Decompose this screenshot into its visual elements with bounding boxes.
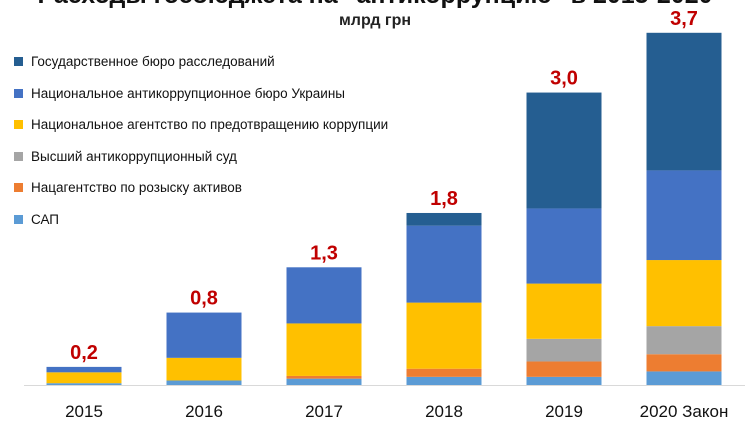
legend-item-nabu: Национальное антикоррупционное бюро Укра…	[14, 78, 388, 110]
bar-segment-2016-s4	[166, 312, 242, 358]
bar-segment-2017-s4	[286, 267, 362, 324]
bar-segment-2020-закон-s3	[646, 260, 722, 327]
bar-segment-2020-закон-s2	[646, 326, 722, 355]
bar-segment-2018-s5	[406, 212, 482, 226]
chart-title: Расходы госбюджета на "антикоррупцию" в …	[0, 0, 750, 10]
legend-swatch-sap	[14, 214, 23, 224]
chart-legend: Государственное бюро расследований Нацио…	[14, 46, 388, 235]
bar-segment-2019-s2	[526, 338, 602, 362]
x-tick-label-2020-закон: 2020 Закон	[640, 402, 729, 421]
bar-segment-2020-закон-s4	[646, 170, 722, 261]
bar-segment-2017-s3	[286, 323, 362, 376]
total-label-2015: 0,2	[70, 342, 98, 364]
bar-segment-2019-s0	[526, 376, 602, 385]
legend-item-arma: Нацагентство по розыску активов	[14, 172, 388, 204]
bar-segment-2016-s0	[166, 380, 242, 385]
bar-segment-2020-закон-s5	[646, 32, 722, 171]
legend-swatch-gbr	[14, 57, 23, 67]
bar-segment-2018-s4	[406, 225, 482, 303]
bar-segment-2019-s3	[526, 283, 602, 339]
legend-swatch-vaks	[14, 151, 23, 161]
legend-swatch-arma	[14, 183, 23, 193]
bar-segment-2015-s4	[46, 366, 122, 373]
x-tick-label-2018: 2018	[425, 402, 463, 421]
bar-segment-2018-s0	[406, 376, 482, 385]
bar-segment-2015-s0	[46, 383, 122, 385]
x-tick-label-2019: 2019	[545, 402, 583, 421]
legend-label-nabu: Национальное антикоррупционное бюро Укра…	[31, 85, 345, 101]
bar-segment-2016-s3	[166, 357, 242, 381]
x-tick-label-2016: 2016	[185, 402, 223, 421]
total-label-2017: 1,3	[310, 242, 338, 264]
legend-swatch-nazk	[14, 120, 23, 130]
bar-segment-2019-s4	[526, 208, 602, 284]
chart-subtitle: млрд грн	[338, 12, 412, 29]
legend-label-sap: САП	[31, 211, 60, 227]
x-tick-label-2015: 2015	[65, 402, 103, 421]
x-tick-label-2017: 2017	[305, 402, 343, 421]
legend-item-nazk: Национальное агентство по предотвращению…	[14, 109, 388, 141]
bar-segment-2019-s1	[526, 361, 602, 377]
bar-segment-2020-закон-s1	[646, 354, 722, 372]
total-label-2016: 0,8	[190, 288, 218, 310]
legend-swatch-nabu	[14, 88, 23, 98]
legend-label-gbr: Государственное бюро расследований	[31, 54, 275, 70]
bar-segment-2020-закон-s0	[646, 371, 722, 385]
bar-segment-2017-s1	[286, 375, 362, 379]
total-label-2019: 3,0	[550, 68, 578, 90]
bar-segment-2018-s1	[406, 368, 482, 377]
legend-label-nazk: Национальное агентство по предотвращению…	[31, 117, 389, 133]
total-label-2018: 1,8	[430, 188, 458, 210]
legend-item-vaks: Высший антикоррупционный суд	[14, 141, 388, 173]
bar-segment-2015-s3	[46, 372, 122, 384]
bar-segment-2019-s5	[526, 92, 602, 209]
legend-label-vaks: Высший антикоррупционный суд	[31, 148, 237, 164]
legend-label-arma: Нацагентство по розыску активов	[31, 180, 242, 196]
legend-item-gbr: Государственное бюро расследований	[14, 46, 388, 78]
bar-segment-2017-s0	[286, 378, 362, 385]
total-label-2020-закон: 3,7	[670, 8, 698, 30]
bar-segment-2018-s3	[406, 302, 482, 369]
legend-item-sap: САП	[14, 204, 388, 236]
